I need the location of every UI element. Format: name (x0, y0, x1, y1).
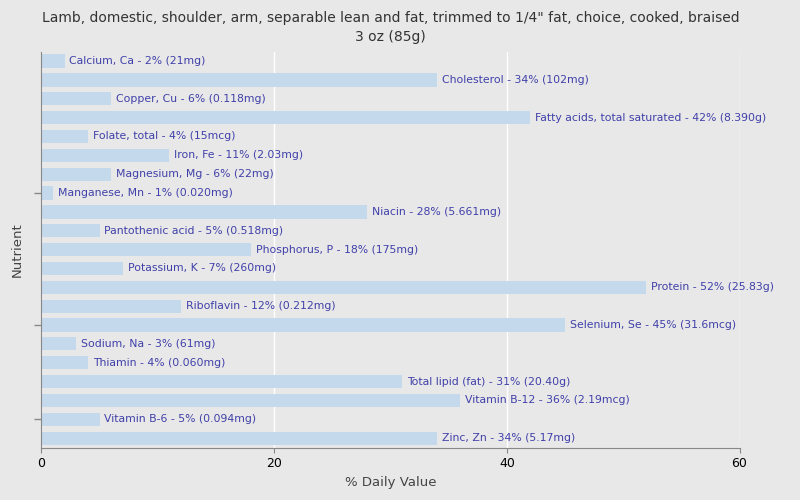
Title: Lamb, domestic, shoulder, arm, separable lean and fat, trimmed to 1/4" fat, choi: Lamb, domestic, shoulder, arm, separable… (42, 11, 739, 44)
Text: Phosphorus, P - 18% (175mg): Phosphorus, P - 18% (175mg) (255, 244, 418, 254)
Bar (42, 186, 53, 200)
Bar (42, 148, 170, 162)
Text: Potassium, K - 7% (260mg): Potassium, K - 7% (260mg) (127, 264, 276, 274)
Bar (42, 74, 437, 86)
Text: Magnesium, Mg - 6% (22mg): Magnesium, Mg - 6% (22mg) (116, 169, 274, 179)
Text: Vitamin B-6 - 5% (0.094mg): Vitamin B-6 - 5% (0.094mg) (104, 414, 257, 424)
Bar (42, 92, 111, 106)
Text: Copper, Cu - 6% (0.118mg): Copper, Cu - 6% (0.118mg) (116, 94, 266, 104)
Bar (42, 262, 123, 275)
Text: Manganese, Mn - 1% (0.020mg): Manganese, Mn - 1% (0.020mg) (58, 188, 233, 198)
Bar (42, 412, 100, 426)
Text: Cholesterol - 34% (102mg): Cholesterol - 34% (102mg) (442, 75, 589, 85)
Text: Calcium, Ca - 2% (21mg): Calcium, Ca - 2% (21mg) (70, 56, 206, 66)
Text: Folate, total - 4% (15mcg): Folate, total - 4% (15mcg) (93, 132, 235, 141)
Bar (42, 54, 65, 68)
Bar (42, 300, 181, 313)
Bar (42, 224, 100, 237)
Text: Total lipid (fat) - 31% (20.40g): Total lipid (fat) - 31% (20.40g) (406, 376, 570, 386)
Bar (42, 130, 88, 143)
Text: Iron, Fe - 11% (2.03mg): Iron, Fe - 11% (2.03mg) (174, 150, 303, 160)
X-axis label: % Daily Value: % Daily Value (345, 476, 436, 489)
Bar (42, 243, 251, 256)
Bar (42, 394, 460, 407)
Text: Fatty acids, total saturated - 42% (8.390g): Fatty acids, total saturated - 42% (8.39… (534, 112, 766, 122)
Bar (42, 375, 402, 388)
Bar (42, 356, 88, 370)
Text: Zinc, Zn - 34% (5.17mg): Zinc, Zn - 34% (5.17mg) (442, 433, 575, 443)
Bar (42, 338, 76, 350)
Text: Niacin - 28% (5.661mg): Niacin - 28% (5.661mg) (372, 207, 501, 217)
Bar (42, 432, 437, 445)
Text: Thiamin - 4% (0.060mg): Thiamin - 4% (0.060mg) (93, 358, 225, 368)
Text: Pantothenic acid - 5% (0.518mg): Pantothenic acid - 5% (0.518mg) (104, 226, 283, 236)
Text: Vitamin B-12 - 36% (2.19mcg): Vitamin B-12 - 36% (2.19mcg) (465, 396, 630, 406)
Text: Sodium, Na - 3% (61mg): Sodium, Na - 3% (61mg) (81, 339, 215, 349)
Bar (42, 206, 367, 218)
Text: Riboflavin - 12% (0.212mg): Riboflavin - 12% (0.212mg) (186, 301, 335, 311)
Bar (42, 280, 646, 294)
Bar (42, 111, 530, 124)
Y-axis label: Nutrient: Nutrient (11, 222, 24, 277)
Text: Selenium, Se - 45% (31.6mcg): Selenium, Se - 45% (31.6mcg) (570, 320, 736, 330)
Text: Protein - 52% (25.83g): Protein - 52% (25.83g) (651, 282, 774, 292)
Bar (42, 318, 565, 332)
Bar (42, 168, 111, 181)
